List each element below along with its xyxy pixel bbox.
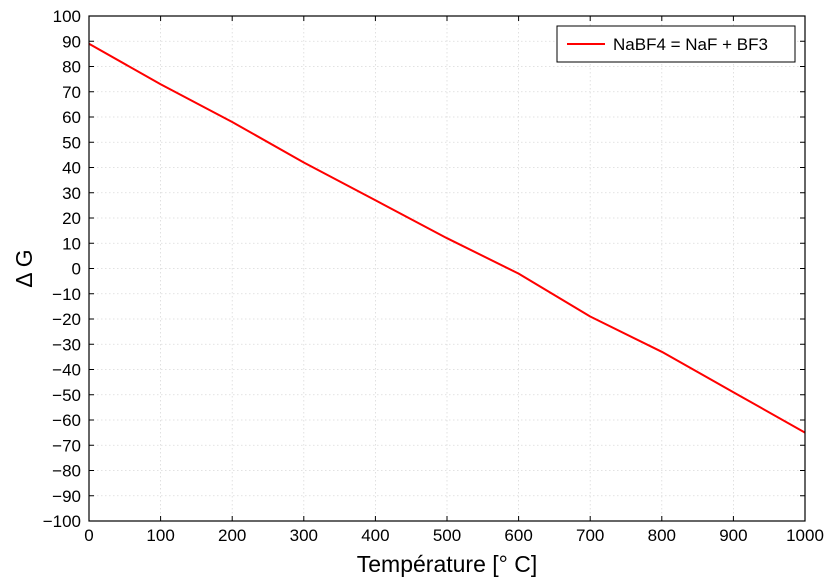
y-tick-label: −60 — [52, 411, 81, 430]
x-tick-label: 900 — [719, 526, 747, 545]
y-tick-label: 10 — [62, 234, 81, 253]
y-tick-label: −40 — [52, 361, 81, 380]
y-tick-labels: −100−90−80−70−60−50−40−30−20−10010203040… — [43, 7, 81, 531]
y-tick-label: 30 — [62, 184, 81, 203]
x-tick-labels: 0 100 200 300 400 500 600 700 800 900 1000 — [84, 526, 824, 545]
y-tick-label: −50 — [52, 386, 81, 405]
y-tick-label: −30 — [52, 335, 81, 354]
x-axis-label: Température [° C] — [357, 551, 538, 577]
x-tick-label: 0 — [84, 526, 93, 545]
y-tick-label: 20 — [62, 209, 81, 228]
y-tick-label: 0 — [72, 260, 81, 279]
y-tick-label: 100 — [53, 7, 81, 26]
x-tick-label: 200 — [218, 526, 246, 545]
legend-entry-label: NaBF4 = NaF + BF3 — [613, 35, 768, 54]
y-tick-label: 60 — [62, 108, 81, 127]
legend: NaBF4 = NaF + BF3 — [556, 25, 796, 63]
y-tick-label: −20 — [52, 310, 81, 329]
y-tick-label: −70 — [52, 436, 81, 455]
y-tick-label: −90 — [52, 487, 81, 506]
y-tick-label: 40 — [62, 159, 81, 178]
x-tick-label: 400 — [361, 526, 389, 545]
y-tick-label: 50 — [62, 133, 81, 152]
y-tick-label: −100 — [43, 512, 81, 531]
y-axis-label: Δ G — [11, 249, 37, 287]
series-line — [88, 42, 806, 434]
y-tick-label: −10 — [52, 285, 81, 304]
x-tick-label: 1000 — [786, 526, 824, 545]
x-tick-label: 700 — [576, 526, 604, 545]
y-tick-label: −80 — [52, 462, 81, 481]
ticks — [88, 15, 806, 522]
y-tick-label: 80 — [62, 58, 81, 77]
x-tick-label: 500 — [433, 526, 461, 545]
y-tick-label: 70 — [62, 83, 81, 102]
x-tick-label: 300 — [290, 526, 318, 545]
y-tick-label: 90 — [62, 32, 81, 51]
grid — [89, 16, 805, 521]
x-tick-label: 600 — [504, 526, 532, 545]
series-layer — [88, 42, 806, 434]
x-tick-label: 100 — [146, 526, 174, 545]
x-tick-label: 800 — [648, 526, 676, 545]
